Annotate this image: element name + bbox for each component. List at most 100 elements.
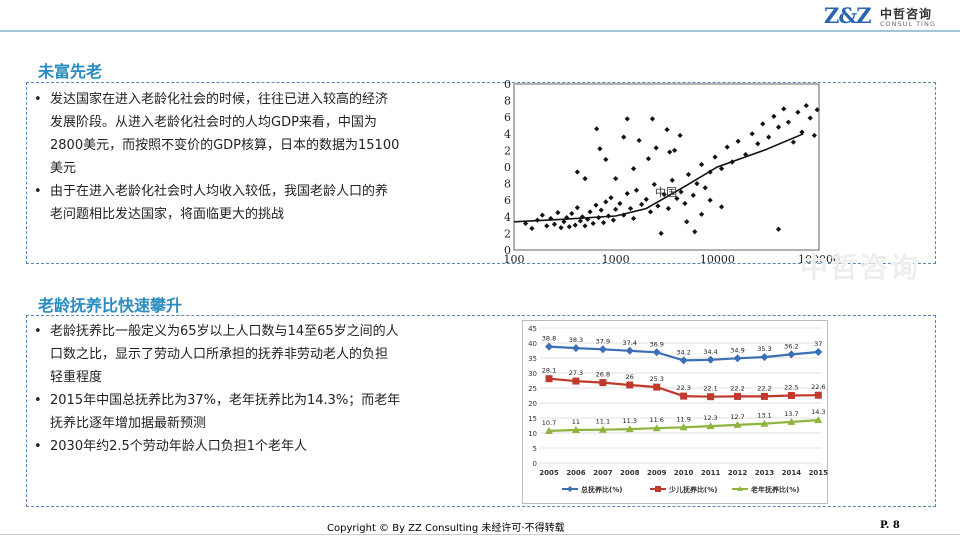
y-tick-label: 0	[533, 460, 537, 468]
y-tick-label: 45	[528, 325, 537, 333]
bullet-line: 2030年约2.5个劳动年龄人口负担1个老年人	[50, 439, 308, 454]
data-point	[760, 392, 768, 400]
x-tick-label: 2006	[566, 469, 586, 477]
data-point	[630, 166, 637, 172]
data-point	[624, 116, 630, 122]
y-tick-label: 2	[504, 227, 511, 240]
section2-title: 老龄抚养比快速攀升	[38, 296, 183, 315]
y-tick-label: 25	[528, 385, 537, 393]
bullet-line: 美元	[50, 161, 77, 176]
data-point	[545, 342, 553, 351]
data-point	[603, 156, 609, 163]
data-point	[651, 181, 657, 188]
y-tick-label: 8	[504, 178, 511, 191]
data-point	[598, 345, 607, 354]
section2-box	[26, 315, 936, 507]
dependency-ratio-chart: 0 5 10 15 20 25 30 35 40 45 2005 2006 2007 2008 2009 20…	[522, 320, 828, 504]
data-point	[771, 113, 777, 119]
data-point	[679, 423, 688, 431]
data-point	[522, 220, 529, 227]
data-point	[545, 426, 553, 434]
y-tick-label: 12	[504, 144, 511, 157]
x-tick-label: 2009	[647, 469, 667, 477]
chart-frame	[522, 320, 828, 504]
y-tick-label: 30	[528, 370, 537, 378]
data-point	[685, 171, 692, 178]
data-point	[674, 195, 680, 202]
data-point	[571, 344, 580, 353]
x-tick-label: 100000	[798, 253, 840, 266]
x-tick-label: 2013	[755, 469, 775, 477]
data-label: 11.1	[596, 418, 610, 426]
x-tick-label: 2015	[809, 469, 828, 477]
data-point	[781, 106, 787, 112]
legend-label: 总抚养比(%)	[581, 485, 622, 494]
data-point	[626, 381, 634, 389]
data-point	[617, 200, 623, 207]
bullet-line: 发展阶段。从进入老龄化社会时的人均GDP来看，中国为	[50, 115, 377, 130]
logo-mark: Z&Z	[824, 3, 872, 28]
data-point	[608, 195, 614, 201]
data-point	[582, 223, 588, 229]
data-point	[743, 151, 749, 158]
bullet-line: 轻重程度	[50, 370, 103, 385]
data-label: 10.7	[542, 419, 556, 427]
data-point	[652, 424, 661, 432]
data-point	[807, 115, 813, 121]
section2-bullets: 老龄抚养比一般定义为65岁以上人口数与14至65岁之间的人口数之比，显示了劳动人…	[28, 320, 488, 458]
legend-marker	[737, 486, 743, 491]
legend-label: 少儿抚养比(%)	[668, 485, 717, 494]
page-number: P. 8	[880, 520, 900, 531]
footer-copyright: Copyright © By ZZ Consulting 未经许可·不得转载	[327, 523, 565, 534]
y-tick-label: 0	[504, 244, 511, 257]
scatter-chart: 02468101214161820100100010000100000中国老年人…	[504, 80, 840, 266]
data-label: 11.9	[676, 415, 690, 423]
y-tick-label: 5	[533, 445, 537, 453]
bullet-line: 老龄抚养比一般定义为65岁以上人口数与14至65岁之间的人	[50, 324, 399, 339]
legend-label: 老年抚养比(%)	[750, 485, 799, 494]
x-tick-label: 2005	[539, 469, 559, 477]
y-tick-label: 6	[504, 194, 511, 207]
data-point	[625, 346, 634, 355]
data-point	[734, 392, 742, 400]
data-point	[707, 197, 713, 203]
section1-box	[26, 82, 936, 264]
data-point	[787, 350, 796, 359]
y-tick-label: 14	[504, 128, 511, 141]
data-point	[672, 147, 678, 153]
data-label: 38.3	[569, 336, 583, 344]
data-label: 34.4	[703, 348, 717, 356]
data-point	[795, 109, 801, 115]
data-point	[678, 189, 684, 195]
data-label: 12.3	[703, 414, 717, 422]
footer-divider	[0, 534, 960, 535]
header-divider	[0, 30, 960, 32]
x-tick-label: 2008	[620, 469, 640, 477]
data-point	[636, 137, 642, 144]
data-point	[724, 144, 730, 150]
data-label: 27.3	[569, 369, 583, 377]
bullet-line: 抚养比逐年增加据最新预测	[50, 416, 207, 431]
data-point	[653, 145, 659, 151]
data-label: 34.9	[730, 346, 744, 354]
data-point	[760, 419, 769, 427]
data-point	[658, 230, 664, 236]
data-point	[680, 392, 688, 400]
x-tick-label: 100	[504, 253, 525, 266]
watermark: 中哲咨询	[800, 251, 921, 284]
data-point	[545, 375, 553, 383]
data-label: 13.7	[784, 410, 798, 418]
x-tick-label: 2011	[701, 469, 721, 477]
data-point	[785, 119, 791, 125]
data-point	[639, 201, 645, 207]
annotation-china: 中国	[655, 186, 677, 199]
data-label: 22.6	[811, 383, 825, 391]
bullet-line: 发达国家在进入老龄化社会的时候，往往已进入较高的经济	[50, 92, 389, 107]
data-label: 37.9	[596, 337, 610, 345]
data-label: 22.5	[784, 384, 798, 392]
data-point	[603, 199, 609, 205]
data-point	[775, 226, 782, 232]
trend-line	[513, 133, 804, 223]
data-point	[624, 190, 630, 197]
section1-bullet: 由于在进入老龄化社会时人均收入较低，我国老龄人口的养老问题相比发达国家，将面临更…	[28, 180, 488, 226]
